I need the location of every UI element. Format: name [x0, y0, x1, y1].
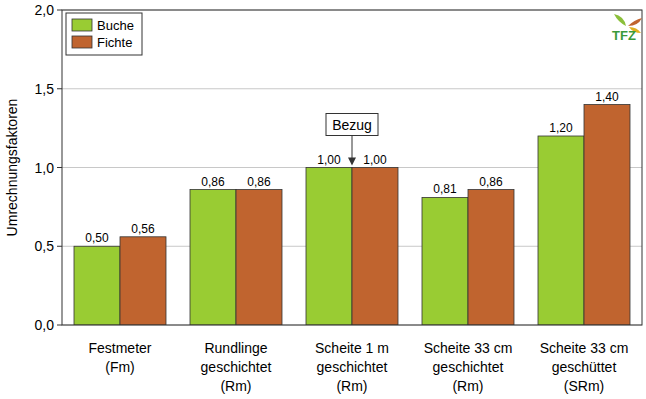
tick-label: 0,5: [35, 238, 55, 254]
category-label: Festmeter (Fm): [88, 340, 151, 375]
data-label: 0,56: [131, 222, 155, 236]
bar: [352, 168, 398, 326]
category-label: Scheite 33 cm geschichtet (Rm): [424, 340, 513, 394]
category-line: (Fm): [105, 359, 135, 375]
plot-frame: [62, 10, 642, 325]
legend: Buche Fichte: [66, 13, 142, 55]
bar: [422, 197, 468, 325]
chart: 0,0 0,5 1,0 1,5 2,0 0,50 0,86 1,00 0,81 1,20 0,56 0…: [0, 0, 646, 399]
tick-mark: [57, 10, 62, 11]
tick-label: 1,0: [35, 160, 55, 176]
category-line: Scheite 33 cm: [540, 340, 629, 356]
tick-label: 0,0: [35, 317, 55, 333]
bar: [236, 190, 282, 325]
bar: [306, 168, 352, 326]
data-label: 1,40: [595, 90, 619, 104]
category-line: (SRm): [564, 378, 604, 394]
bar: [120, 237, 166, 325]
annotation-box: [326, 114, 378, 136]
category-line: Festmeter: [88, 340, 151, 356]
tick-label: 1,5: [35, 81, 55, 97]
bar: [584, 105, 630, 326]
category-label: Scheite 1 m geschichtet (Rm): [315, 340, 389, 394]
bars: [74, 105, 630, 326]
annotation: Bezug: [332, 117, 372, 133]
category-line: (Rm): [220, 378, 251, 394]
logo-text: TFZ: [612, 28, 636, 43]
bar: [190, 190, 236, 325]
category-line: (Rm): [452, 378, 483, 394]
data-label: 1,00: [363, 153, 387, 167]
category-label: Scheite 33 cm geschüttet (SRm): [540, 340, 629, 394]
data-label: 0,81: [433, 182, 457, 196]
category-line: Rundlinge: [204, 340, 267, 356]
bar: [74, 246, 120, 325]
logo-leaf: [628, 18, 642, 26]
category-line: geschüttet: [552, 359, 617, 375]
logo-leaf: [614, 14, 626, 26]
legend-label: Fichte: [97, 35, 132, 50]
bar: [468, 190, 514, 325]
data-label: 1,00: [317, 153, 341, 167]
annotation-arrow: [352, 136, 353, 160]
category-line: (Rm): [336, 378, 367, 394]
category-line: geschichtet: [201, 359, 272, 375]
bar: [538, 136, 584, 325]
legend-swatch: [72, 19, 92, 31]
data-label: 0,86: [247, 175, 271, 189]
data-label: 0,86: [201, 175, 225, 189]
tick-mark: [57, 88, 62, 89]
data-label: 0,50: [85, 231, 109, 245]
category-line: Scheite 33 cm: [424, 340, 513, 356]
tick-label: 2,0: [35, 2, 55, 18]
tick-mark: [57, 246, 62, 247]
category-line: geschichtet: [317, 359, 388, 375]
tick-mark: [57, 167, 62, 168]
legend-label: Buche: [97, 18, 134, 33]
axis-label: Umrechnungsfaktoren: [4, 99, 20, 237]
category-label: Rundlinge geschichtet (Rm): [201, 340, 272, 394]
data-label: 0,86: [479, 175, 503, 189]
grid-line: [62, 88, 642, 89]
category-line: geschichtet: [433, 359, 504, 375]
data-label: 1,20: [549, 121, 573, 135]
logo: TFZ: [612, 14, 642, 43]
tick-mark: [57, 325, 62, 326]
category-line: Scheite 1 m: [315, 340, 389, 356]
legend-swatch: [72, 36, 92, 48]
legend-box: [66, 13, 142, 55]
annotation-arrowhead: [348, 158, 356, 166]
